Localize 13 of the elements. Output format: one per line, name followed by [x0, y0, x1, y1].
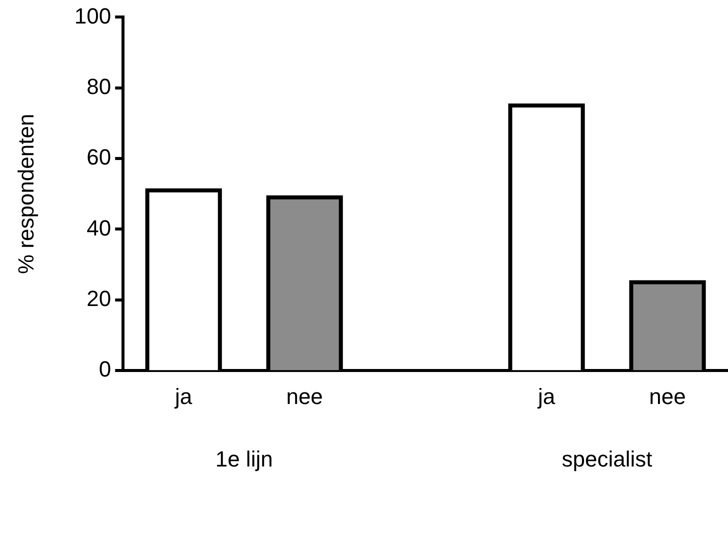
x-tick-label: nee	[649, 384, 686, 409]
x-tick-label: ja	[174, 384, 193, 409]
y-tick-label: 0	[98, 356, 112, 382]
y-tick-label: 20	[86, 286, 112, 311]
x-tick-label: ja	[536, 384, 556, 409]
y-axis-title: % respondenten	[13, 114, 38, 274]
x-tick-label: nee	[286, 384, 323, 409]
y-tick-label: 40	[86, 215, 112, 240]
text: specialist	[562, 446, 652, 472]
text: 1e lijn	[215, 446, 273, 472]
y-tick-label: 100	[74, 3, 112, 28]
y-tick-label: 80	[86, 74, 112, 99]
y-tick-label: 60	[86, 144, 112, 170]
